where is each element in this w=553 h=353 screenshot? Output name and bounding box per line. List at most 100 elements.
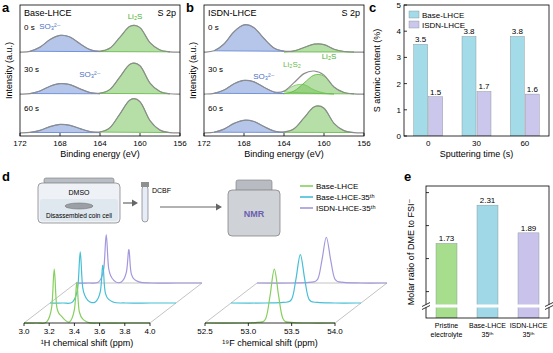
tick (205, 323, 206, 326)
tick (426, 258, 429, 259)
tick-label: 53.0 (241, 327, 257, 336)
tick (49, 323, 50, 326)
tick-label: 3.2 (44, 327, 56, 336)
data-label: 3.8 (463, 27, 475, 36)
panel-label: d (2, 169, 10, 184)
axis-break (427, 305, 548, 308)
bar (525, 94, 539, 136)
tick-label: 1 (397, 106, 402, 115)
tick-label: 3.0 (18, 327, 30, 336)
bar (477, 91, 491, 136)
arrow-head (132, 200, 138, 207)
data-label: 3.8 (512, 27, 524, 36)
tick-label-line: 35ᵗʰ (481, 331, 493, 338)
tick-label: 172 (197, 139, 211, 148)
arrow-head (216, 204, 222, 211)
jar (38, 183, 120, 223)
legend-swatch (300, 196, 313, 198)
panel-label: e (404, 169, 411, 184)
annotation: Li₂S (128, 12, 143, 21)
tick-label-line: 60 (520, 139, 529, 148)
series-label: 30 s (24, 65, 39, 74)
arrow (123, 202, 133, 203)
tick-label: 52.5 (197, 327, 213, 336)
data-label: 1.7 (478, 82, 490, 91)
data-label: 1.73 (439, 234, 455, 243)
tick (180, 133, 181, 136)
axis-title: Molar ratio of DME to FSI⁻ (406, 199, 416, 306)
tick-label-line: 35ᵗʰ (522, 331, 534, 338)
series-label: 0 s (24, 23, 35, 32)
tick (20, 133, 21, 136)
plot-area (414, 36, 540, 136)
annotation: Li₂S₂ (283, 60, 301, 69)
tick (404, 31, 407, 32)
legend-swatch (409, 11, 419, 18)
data-label: 1.89 (521, 224, 537, 233)
bar (414, 44, 428, 136)
tick (291, 323, 292, 326)
legend-swatch (300, 207, 313, 209)
tick (244, 133, 245, 136)
schematic-label: NMR (244, 209, 265, 219)
panel-label: c (369, 0, 376, 15)
spectrum (20, 99, 180, 133)
axis-title: ¹H chemical shift (ppm) (41, 338, 134, 348)
panel-label: a (2, 0, 10, 15)
title: ISDN-LHCE (208, 8, 257, 18)
plot-area (204, 25, 364, 133)
frame (426, 186, 549, 318)
bar (477, 205, 498, 318)
data-label: 2.31 (480, 196, 496, 205)
frame (20, 5, 180, 136)
tick-label: 54.0 (327, 327, 343, 336)
annotation: Li₂S (322, 52, 337, 61)
annotation: SO₃²⁻ (253, 72, 275, 81)
frame (204, 5, 364, 136)
axis-title: Intensity (a.u.) (4, 42, 14, 99)
tick (404, 57, 407, 58)
tick-label: 172 (13, 139, 27, 148)
annotation: SO₃²⁻ (39, 22, 61, 31)
tick-label: 3.8 (119, 327, 131, 336)
legend-label: Base-LHCE (316, 182, 358, 191)
tick-label: 0 (397, 132, 402, 141)
legend-label: ISDN-LHCE (422, 21, 465, 30)
tick (124, 323, 125, 326)
tick (426, 291, 429, 292)
solvent (40, 199, 118, 221)
tick-label-line: electrolyte (431, 331, 463, 339)
plot-area (24, 269, 150, 323)
data-label: 1.6 (527, 85, 539, 94)
axis-break (422, 303, 430, 310)
tick (150, 323, 151, 326)
plot-area (20, 25, 180, 133)
spectrum (20, 63, 180, 94)
spectrum (205, 269, 335, 323)
tick-label: 164 (93, 139, 107, 148)
plot-area (50, 252, 176, 303)
tick (99, 323, 100, 326)
annotation: SO₃²⁻ (79, 70, 101, 79)
tick (140, 133, 141, 136)
tick-label: 156 (173, 139, 187, 148)
tick-label: 4 (397, 27, 402, 36)
series-label: 30 s (208, 65, 223, 74)
plot-area (436, 205, 539, 318)
plot-area (205, 269, 335, 323)
tick (335, 323, 336, 326)
legend-swatch (300, 185, 313, 187)
schematic-label: DCBF (152, 187, 171, 194)
subtitle: S 2p (341, 8, 360, 18)
tick (74, 323, 75, 326)
legend-label: Base-LHCE-35ᵗʰ (316, 193, 375, 202)
tick-label: 160 (317, 139, 331, 148)
tick (404, 136, 407, 137)
tick-label: Pristineelectrolyte (431, 322, 463, 339)
data-label: 3.5 (415, 35, 427, 44)
spectrum (204, 71, 364, 94)
axis-break (545, 303, 553, 310)
tick (364, 133, 365, 136)
tick-label: ISDN-LHCE35ᵗʰ (510, 322, 548, 338)
x-axis (24, 323, 150, 324)
